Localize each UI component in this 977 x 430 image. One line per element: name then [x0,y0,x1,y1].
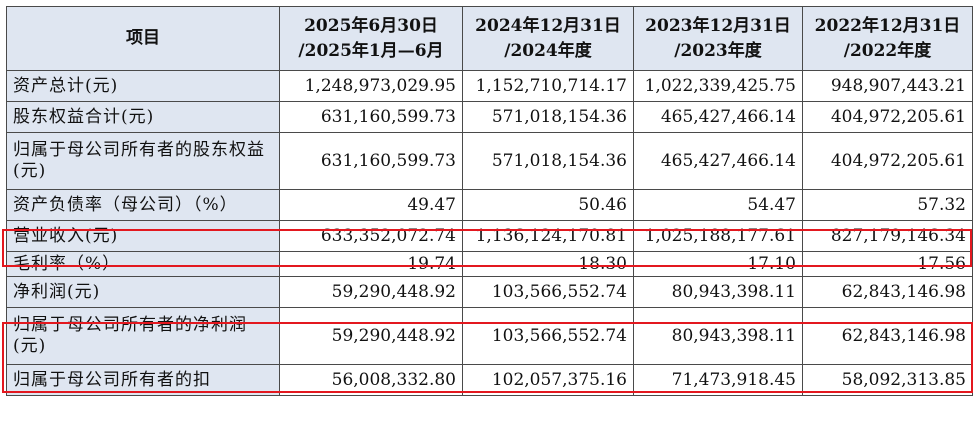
header-item: 项目 [6,6,280,71]
cell-value: 1,022,339,425.75 [633,70,803,102]
header-col-2-date: 2024年12月31日 [475,15,621,36]
cell-value: 948,907,443.21 [802,70,973,102]
cell-value: 633,352,072.74 [279,220,463,252]
header-col-4: 2022年12月31日/2022年度 [802,6,973,71]
header-col-3: 2023年12月31日/2023年度 [633,6,803,71]
cell-value: 56,008,332.80 [279,364,463,396]
cell-value: 58,092,313.85 [802,364,973,396]
cell-value: 17.56 [802,251,973,277]
cell-value: 827,179,146.34 [802,220,973,252]
header-col-4-date: 2022年12月31日 [814,15,961,36]
row-label: 毛利率（%） [6,251,280,277]
cell-value: 103,566,552.74 [462,276,634,308]
cell-value: 404,972,205.61 [802,132,973,190]
cell-value: 57.32 [802,189,973,221]
cell-value: 80,943,398.11 [633,276,803,308]
header-col-1: 2025年6月30日/2025年1月—6月 [279,6,463,71]
cell-value: 71,473,918.45 [633,364,803,396]
header-col-3-date: 2023年12月31日 [645,15,791,36]
row-parent-equity: 归属于母公司所有者的股东权益(元) 631,160,599.73 571,018… [6,132,973,190]
cell-value: 59,290,448.92 [279,307,463,365]
cell-value: 404,972,205.61 [802,101,973,133]
header-col-1-period: /2025年1月—6月 [298,40,444,61]
header-col-2: 2024年12月31日/2024年度 [462,6,634,71]
row-label: 营业收入(元) [6,220,280,252]
cell-value: 17.10 [633,251,803,277]
cell-value: 62,843,146.98 [802,307,973,365]
cell-value: 1,136,124,170.81 [462,220,634,252]
cell-value: 571,018,154.36 [462,132,634,190]
row-gross-margin: 毛利率（%） 19.74 18.30 17.10 17.56 [6,251,973,277]
cell-value: 18.30 [462,251,634,277]
cell-value: 631,160,599.73 [279,101,463,133]
cell-value: 80,943,398.11 [633,307,803,365]
cell-value: 571,018,154.36 [462,101,634,133]
cell-value: 50.46 [462,189,634,221]
header-col-2-period: /2024年度 [504,40,592,61]
cell-value: 1,248,973,029.95 [279,70,463,102]
cell-value: 49.47 [279,189,463,221]
table-header-row: 项目 2025年6月30日/2025年1月—6月 2024年12月31日/202… [6,6,973,71]
cell-value: 19.74 [279,251,463,277]
row-label: 资产总计(元) [6,70,280,102]
cell-value: 465,427,466.14 [633,132,803,190]
row-label: 资产负债率（母公司）（%） [6,189,280,221]
cell-value: 1,152,710,714.17 [462,70,634,102]
financial-summary-table: 项目 2025年6月30日/2025年1月—6月 2024年12月31日/202… [6,6,973,396]
header-col-3-period: /2023年度 [674,40,762,61]
row-debt-ratio: 资产负债率（母公司）（%） 49.47 50.46 54.47 57.32 [6,189,973,221]
cell-value: 631,160,599.73 [279,132,463,190]
header-col-1-date: 2025年6月30日 [304,15,438,36]
cell-value: 465,427,466.14 [633,101,803,133]
cell-value: 54.47 [633,189,803,221]
row-label: 股东权益合计(元) [6,101,280,133]
row-net-profit: 净利润(元) 59,290,448.92 103,566,552.74 80,9… [6,276,973,308]
row-parent-net-profit: 归属于母公司所有者的净利润(元) 59,290,448.92 103,566,5… [6,307,973,365]
row-parent-net-profit-deducted: 归属于母公司所有者的扣 56,008,332.80 102,057,375.16… [6,364,973,396]
row-label: 归属于母公司所有者的股东权益(元) [6,132,280,190]
row-label: 净利润(元) [6,276,280,308]
cell-value: 59,290,448.92 [279,276,463,308]
cell-value: 102,057,375.16 [462,364,634,396]
row-revenue: 营业收入(元) 633,352,072.74 1,136,124,170.81 … [6,220,973,252]
cell-value: 103,566,552.74 [462,307,634,365]
row-label: 归属于母公司所有者的扣 [6,364,280,396]
header-col-4-period: /2022年度 [843,40,932,61]
cell-value: 1,025,188,177.61 [633,220,803,252]
row-total-assets: 资产总计(元) 1,248,973,029.95 1,152,710,714.1… [6,70,973,102]
row-label: 归属于母公司所有者的净利润(元) [6,307,280,365]
cell-value: 62,843,146.98 [802,276,973,308]
row-total-equity: 股东权益合计(元) 631,160,599.73 571,018,154.36 … [6,101,973,133]
